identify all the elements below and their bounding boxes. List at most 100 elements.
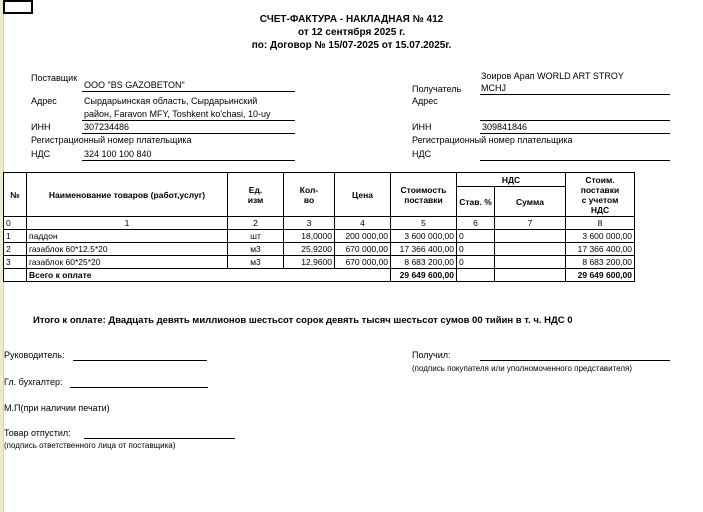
row-qty: 25,9200 bbox=[283, 242, 335, 256]
cell-selector[interactable] bbox=[3, 0, 33, 14]
total-empty bbox=[456, 268, 495, 282]
col-name-header: Наименование товаров (работ,услуг) bbox=[26, 172, 228, 217]
row-price: 670 000,00 bbox=[334, 255, 391, 269]
table-row: 1 паддон шт 18,0000 200 000,00 3 600 000,00 0 3… bbox=[3, 229, 635, 243]
recipient-label: Получатель bbox=[412, 84, 462, 94]
col-number: 6 bbox=[456, 216, 495, 230]
row-unit: м3 bbox=[227, 255, 284, 269]
amount-in-words: Итого к оплате: Двадцать девять миллионо… bbox=[33, 315, 573, 326]
row-qty: 12,9600 bbox=[283, 255, 335, 269]
col-vat-sum-header: Сумма bbox=[494, 186, 566, 217]
row-vat-sum bbox=[494, 242, 566, 256]
row-qty: 18,0000 bbox=[283, 229, 335, 243]
col-unit-header: Ед. изм bbox=[227, 172, 284, 217]
supplier-vat: 324 100 100 840 bbox=[84, 149, 152, 159]
total-row: Всего к оплате 29 649 600,00 29 649 600,… bbox=[3, 268, 635, 282]
released-signature-line bbox=[84, 428, 235, 439]
accountant-signature-line bbox=[70, 377, 208, 388]
supplier-inn-label: ИНН bbox=[31, 122, 51, 132]
supplier-vat-label: НДС bbox=[31, 149, 51, 159]
row-vat-sum bbox=[494, 229, 566, 243]
row-vat-rate: 0 bbox=[456, 255, 495, 269]
row-cost: 3 600 000,00 bbox=[390, 229, 457, 243]
total-cost: 29 649 600,00 bbox=[390, 268, 457, 282]
supplier-name: ООО "BS GAZOBETON" bbox=[84, 80, 185, 90]
column-number-row: 0 1 2 3 4 5 6 7 8 bbox=[3, 216, 635, 230]
received-signature-line bbox=[480, 350, 670, 361]
supplier-address-label: Адрес bbox=[31, 96, 57, 106]
invoice-date: от 12 сентября 2025 г. bbox=[297, 27, 406, 38]
released-label: Товар отпустил: bbox=[4, 428, 71, 438]
row-name: паддон bbox=[26, 229, 228, 243]
invoice-contract: по: Договор № 15/07-2025 от 15.07.2025г. bbox=[251, 40, 452, 51]
row-cost: 8 683 200,00 bbox=[390, 255, 457, 269]
col-num-header: № bbox=[3, 172, 27, 217]
recipient-address-line bbox=[480, 108, 670, 121]
col-price-header: Цена bbox=[334, 172, 391, 217]
row-price: 200 000,00 bbox=[334, 229, 391, 243]
supplier-name-line bbox=[82, 80, 295, 92]
row-num: 3 bbox=[3, 255, 27, 269]
accountant-label: Гл. бухгалтер: bbox=[4, 377, 63, 387]
col-cost-header: Стоимость поставки bbox=[390, 172, 457, 217]
row-name: газаблок 60*25*20 bbox=[26, 255, 228, 269]
col-qty-header: Кол-во bbox=[283, 172, 335, 217]
total-sum: 29 649 600,00 bbox=[565, 268, 635, 282]
total-label: Всего к оплате bbox=[26, 268, 391, 282]
row-total: 8 683 200,00 bbox=[565, 255, 635, 269]
row-cost: 17 366 400,00 bbox=[390, 242, 457, 256]
recipient-inn-line bbox=[480, 121, 670, 134]
col-number: 8 bbox=[565, 216, 635, 230]
col-total-header: Стоим. поставки с учетом НДС bbox=[565, 172, 635, 217]
recipient-inn-label: ИНН bbox=[412, 122, 432, 132]
supplier-address-line bbox=[82, 108, 295, 121]
supplier-reg-label: Регистрационный номер плательщика bbox=[31, 135, 192, 145]
director-label: Руководитель: bbox=[4, 350, 65, 360]
col-number: 1 bbox=[26, 216, 228, 230]
col-vat-header: НДС bbox=[456, 172, 566, 187]
recipient-name-line bbox=[480, 82, 670, 95]
recipient-vat-label: НДС bbox=[412, 149, 432, 159]
recipient-address-label: Адрес bbox=[412, 96, 438, 106]
row-vat-rate: 0 bbox=[456, 242, 495, 256]
recipient-name-line2: MCHJ bbox=[481, 83, 506, 93]
row-name: газаблок 60*12.5*20 bbox=[26, 242, 228, 256]
supplier-address-line2: район, Faravon MFY, Toshkent ko'chasi, 1… bbox=[84, 109, 271, 119]
invoice-table: № Наименование товаров (работ,услуг) Ед.… bbox=[3, 172, 635, 282]
table-row: 3 газаблок 60*25*20 м3 12,9600 670 000,00 8 6… bbox=[3, 255, 635, 269]
supplier-inn: 307234486 bbox=[84, 122, 130, 132]
row-price: 670 000,00 bbox=[334, 242, 391, 256]
total-empty bbox=[3, 268, 27, 282]
stamp-label: М.П(при наличии печати) bbox=[4, 403, 110, 413]
invoice-title: СЧЕТ-ФАКТУРА - НАКЛАДНАЯ № 412 bbox=[259, 14, 444, 25]
col-number: 2 bbox=[227, 216, 284, 230]
recipient-vat-line bbox=[480, 148, 670, 161]
col-number: 4 bbox=[334, 216, 391, 230]
col-vat-rate-header: Став. % bbox=[456, 186, 495, 217]
row-total: 17 366 400,00 bbox=[565, 242, 635, 256]
received-note: (подпись покупателя или уполномоченного … bbox=[412, 364, 633, 373]
row-unit: м3 bbox=[227, 242, 284, 256]
supplier-vat-line bbox=[82, 148, 295, 161]
recipient-inn: 309841846 bbox=[482, 122, 528, 132]
table-row: 2 газаблок 60*12.5*20 м3 25,9200 670 000,00 1… bbox=[3, 242, 635, 256]
col-number: 0 bbox=[3, 216, 27, 230]
recipient-reg-label: Регистрационный номер плательщика bbox=[412, 135, 573, 145]
row-vat-rate: 0 bbox=[456, 229, 495, 243]
col-number: 7 bbox=[494, 216, 566, 230]
received-label: Получил: bbox=[412, 350, 451, 360]
supplier-label: Поставщик bbox=[31, 73, 78, 83]
row-num: 1 bbox=[3, 229, 27, 243]
row-vat-sum bbox=[494, 255, 566, 269]
supplier-address-line1: Сырдарьинская область, Сырдарьинский bbox=[84, 96, 258, 106]
total-empty bbox=[494, 268, 566, 282]
supplier-inn-line bbox=[82, 121, 295, 134]
col-number: 5 bbox=[390, 216, 457, 230]
released-note: (подпись ответственного лица от поставщи… bbox=[4, 441, 176, 450]
director-signature-line bbox=[73, 350, 207, 361]
row-unit: шт bbox=[227, 229, 284, 243]
recipient-name-line1: Зоиров Арап WORLD ART STROY bbox=[481, 71, 624, 81]
col-number: 3 bbox=[283, 216, 335, 230]
row-num: 2 bbox=[3, 242, 27, 256]
row-total: 3 600 000,00 bbox=[565, 229, 635, 243]
